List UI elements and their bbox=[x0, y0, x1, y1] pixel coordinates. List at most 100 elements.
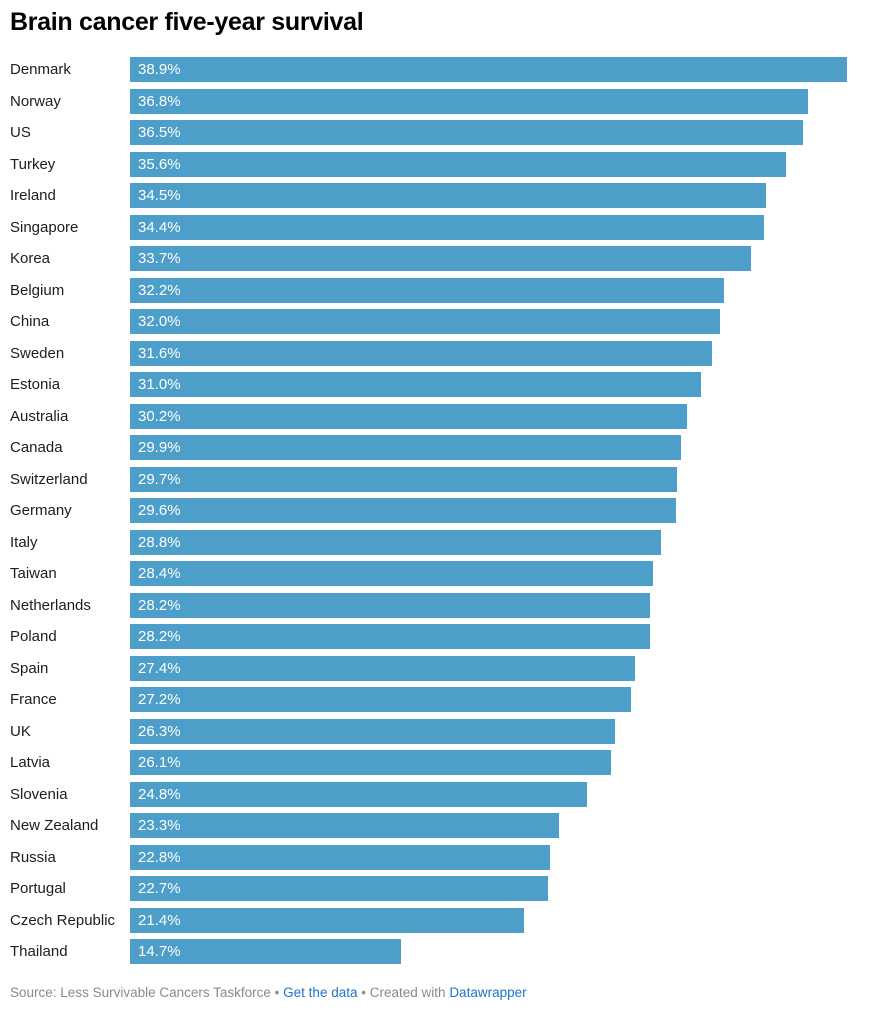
bar: 27.2% bbox=[130, 687, 632, 713]
category-label: Spain bbox=[10, 659, 49, 677]
bar-track: 22.7% bbox=[130, 876, 847, 902]
bar-track: 34.4% bbox=[130, 214, 847, 240]
chart-row: Sweden 31.6% bbox=[10, 338, 847, 370]
category-label: US bbox=[10, 124, 31, 142]
category-label: Canada bbox=[10, 439, 63, 457]
bar: 22.8% bbox=[130, 844, 551, 870]
category-label: Denmark bbox=[10, 61, 71, 79]
chart-footer: Source: Less Survivable Cancers Taskforc… bbox=[10, 984, 847, 1001]
category-label: Belgium bbox=[10, 281, 65, 299]
bar-track: 36.8% bbox=[130, 88, 847, 114]
bar-track: 28.2% bbox=[130, 592, 847, 618]
chart-row: Portugal 22.7% bbox=[10, 873, 847, 905]
bar-track: 32.0% bbox=[130, 309, 847, 335]
value-label: 30.2% bbox=[138, 407, 181, 425]
bar: 27.4% bbox=[130, 655, 636, 681]
bar: 28.2% bbox=[130, 624, 650, 650]
datawrapper-link[interactable]: Datawrapper bbox=[449, 984, 527, 1000]
chart-row: Czech Republic 21.4% bbox=[10, 905, 847, 937]
value-label: 21.4% bbox=[138, 911, 181, 929]
category-label: Estonia bbox=[10, 376, 61, 394]
bar-track: 29.6% bbox=[130, 498, 847, 524]
chart-row: Singapore 34.4% bbox=[10, 212, 847, 244]
value-label: 28.4% bbox=[138, 565, 181, 583]
bar: 28.2% bbox=[130, 592, 650, 618]
chart-row: Korea 33.7% bbox=[10, 243, 847, 275]
bar: 26.1% bbox=[130, 750, 612, 776]
bar-track: 31.6% bbox=[130, 340, 847, 366]
chart-row: US 36.5% bbox=[10, 117, 847, 149]
bar: 36.5% bbox=[130, 120, 803, 146]
bar: 34.5% bbox=[130, 183, 766, 209]
chart-row: Spain 27.4% bbox=[10, 653, 847, 685]
chart-row: Turkey 35.6% bbox=[10, 149, 847, 181]
bar-track: 28.2% bbox=[130, 624, 847, 650]
bar-track: 14.7% bbox=[130, 939, 847, 965]
value-label: 24.8% bbox=[138, 785, 181, 803]
value-label: 34.5% bbox=[138, 187, 181, 205]
value-label: 28.2% bbox=[138, 628, 181, 646]
value-label: 29.9% bbox=[138, 439, 181, 457]
category-label: Slovenia bbox=[10, 785, 68, 803]
get-the-data-link[interactable]: Get the data bbox=[283, 984, 358, 1000]
bar-track: 35.6% bbox=[130, 151, 847, 177]
bar: 33.7% bbox=[130, 246, 752, 272]
bar-track: 21.4% bbox=[130, 907, 847, 933]
chart-row: Slovenia 24.8% bbox=[10, 779, 847, 811]
category-label: Singapore bbox=[10, 218, 79, 236]
bar-track: 23.3% bbox=[130, 813, 847, 839]
value-label: 36.5% bbox=[138, 124, 181, 142]
value-label: 32.0% bbox=[138, 313, 181, 331]
value-label: 33.7% bbox=[138, 250, 181, 268]
category-label: Latvia bbox=[10, 754, 51, 772]
chart-row: Russia 22.8% bbox=[10, 842, 847, 874]
bar: 31.0% bbox=[130, 372, 702, 398]
category-label: Norway bbox=[10, 92, 61, 110]
category-label: Korea bbox=[10, 250, 51, 268]
bar: 29.9% bbox=[130, 435, 682, 461]
bar-track: 30.2% bbox=[130, 403, 847, 429]
category-label: China bbox=[10, 313, 50, 331]
category-label: Sweden bbox=[10, 344, 65, 362]
bar-track: 31.0% bbox=[130, 372, 847, 398]
chart-row: Thailand 14.7% bbox=[10, 936, 847, 968]
value-label: 29.6% bbox=[138, 502, 181, 520]
bar-chart: Denmark 38.9% Norway 36.8% US 36.5% Turkey 35.6… bbox=[10, 54, 847, 968]
chart-row: Ireland 34.5% bbox=[10, 180, 847, 212]
value-label: 27.2% bbox=[138, 691, 181, 709]
chart-row: Norway 36.8% bbox=[10, 86, 847, 118]
category-label: Italy bbox=[10, 533, 38, 551]
chart-row: Switzerland 29.7% bbox=[10, 464, 847, 496]
bar: 28.4% bbox=[130, 561, 654, 587]
value-label: 28.2% bbox=[138, 596, 181, 614]
category-label: Poland bbox=[10, 628, 57, 646]
chart-row: UK 26.3% bbox=[10, 716, 847, 748]
bar-track: 22.8% bbox=[130, 844, 847, 870]
separator-dot: • bbox=[274, 984, 280, 1000]
value-label: 31.0% bbox=[138, 376, 181, 394]
bar-track: 29.9% bbox=[130, 435, 847, 461]
bar-track: 28.4% bbox=[130, 561, 847, 587]
chart-row: China 32.0% bbox=[10, 306, 847, 338]
value-label: 26.1% bbox=[138, 754, 181, 772]
chart-row: Canada 29.9% bbox=[10, 432, 847, 464]
bar-track: 24.8% bbox=[130, 781, 847, 807]
value-label: 27.4% bbox=[138, 659, 181, 677]
category-label: New Zealand bbox=[10, 817, 99, 835]
bar-track: 26.1% bbox=[130, 750, 847, 776]
category-label: Turkey bbox=[10, 155, 56, 173]
category-label: Australia bbox=[10, 407, 69, 425]
bar: 21.4% bbox=[130, 907, 525, 933]
bar: 32.0% bbox=[130, 309, 720, 335]
bar: 31.6% bbox=[130, 340, 713, 366]
category-label: Taiwan bbox=[10, 565, 57, 583]
bar-track: 29.7% bbox=[130, 466, 847, 492]
value-label: 34.4% bbox=[138, 218, 181, 236]
chart-row: Latvia 26.1% bbox=[10, 747, 847, 779]
chart-row: Poland 28.2% bbox=[10, 621, 847, 653]
bar: 14.7% bbox=[130, 939, 401, 965]
separator-dot: • bbox=[361, 984, 366, 1000]
bar-track: 33.7% bbox=[130, 246, 847, 272]
bar: 32.2% bbox=[130, 277, 724, 303]
chart-row: Taiwan 28.4% bbox=[10, 558, 847, 590]
